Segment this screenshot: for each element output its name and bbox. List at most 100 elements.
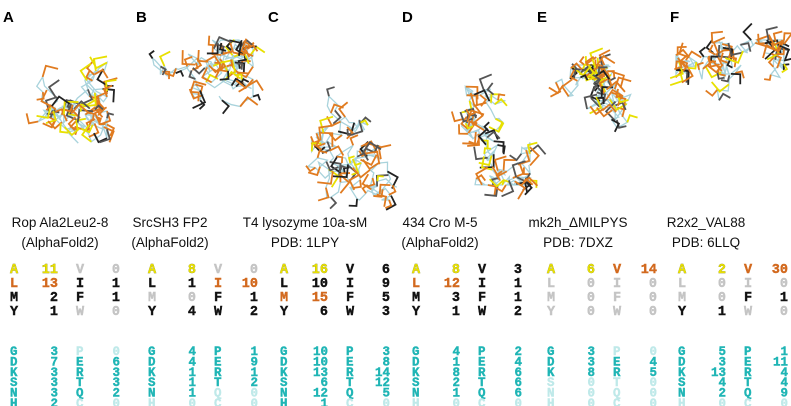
side-chain: [317, 187, 330, 202]
residue-count: 0: [780, 305, 788, 320]
side-chain: [597, 96, 605, 105]
residue-letter: L: [10, 277, 18, 292]
residue-letter: W: [744, 305, 753, 320]
side-chain: [726, 59, 733, 69]
residue-letter: S: [10, 376, 18, 390]
side-chain: [330, 103, 344, 114]
residue-count: 4: [780, 376, 788, 390]
side-chain: [596, 106, 613, 118]
side-chain: [727, 55, 738, 68]
residue-count: 0: [112, 397, 120, 406]
side-chain: [478, 73, 493, 91]
residue-count: 1: [718, 305, 726, 320]
residue-letter: A: [547, 263, 556, 278]
side-chain: [236, 71, 249, 83]
residue-count: 8: [188, 263, 196, 278]
residue-letter: S: [678, 376, 686, 390]
side-chain: [164, 68, 177, 78]
residue-count: 6: [382, 263, 390, 278]
residue-letter: H: [547, 397, 555, 406]
side-chain: [514, 180, 526, 200]
residue-count: 3: [50, 366, 58, 380]
side-chain: [376, 193, 388, 207]
side-chain: [40, 89, 53, 108]
side-chain: [605, 88, 624, 100]
residue-count: 13: [42, 277, 58, 292]
residue-letter: N: [148, 387, 156, 401]
residue-count: 6: [320, 376, 328, 390]
residue-count: 9: [780, 387, 788, 401]
residue-count: 1: [50, 305, 58, 320]
side-chain: [467, 122, 485, 134]
side-chain: [47, 79, 60, 98]
panel-title: PDB: 7DXZ: [543, 235, 613, 250]
residue-count: 3: [50, 376, 58, 390]
side-chain: [367, 177, 376, 188]
residue-count: 1: [452, 305, 460, 320]
residue-letter: P: [613, 345, 621, 359]
residue-letter: M: [280, 291, 288, 306]
residue-letter: P: [744, 345, 752, 359]
residue-count: 1: [780, 345, 788, 359]
side-chain: [220, 59, 237, 74]
side-chain: [80, 124, 94, 134]
side-chain: [497, 93, 506, 101]
residue-count: 5: [649, 366, 657, 380]
residue-letter: P: [76, 345, 84, 359]
residue-letter: C: [346, 397, 354, 406]
residue-letter: L: [148, 277, 156, 292]
side-chain: [376, 175, 384, 182]
side-chain: [106, 123, 116, 137]
side-chain: [349, 134, 359, 146]
side-chain: [189, 80, 207, 93]
side-chain: [348, 173, 361, 191]
side-chain: [213, 35, 233, 49]
side-chain: [235, 78, 254, 90]
side-chain: [720, 75, 731, 83]
residue-count: 30: [772, 263, 788, 278]
side-chain: [705, 39, 714, 54]
residue-letter: W: [214, 305, 223, 320]
side-chain: [222, 40, 234, 56]
residue-count: 0: [587, 291, 595, 306]
residue-count: 6: [514, 376, 522, 390]
side-chain: [94, 104, 104, 111]
residue-count: 0: [112, 305, 120, 320]
residue-count: 8: [382, 355, 390, 369]
residue-count: 9: [382, 277, 390, 292]
residue-count: 0: [112, 345, 120, 359]
residue-letter: M: [412, 291, 420, 306]
side-chain: [356, 152, 369, 161]
residue-letter: L: [412, 277, 420, 292]
side-chain: [767, 56, 775, 68]
side-chain: [188, 70, 196, 80]
residue-letter: C: [744, 397, 752, 406]
side-chain: [707, 63, 724, 74]
protein-structure: [25, 55, 118, 144]
side-chain: [97, 102, 106, 116]
side-chain: [464, 122, 474, 130]
side-chain: [346, 128, 354, 136]
residue-letter: S: [412, 376, 420, 390]
panel-label: B: [136, 9, 147, 26]
side-chain: [181, 50, 196, 66]
side-chain: [240, 38, 255, 48]
residue-count: 0: [649, 397, 657, 406]
residue-count: 0: [718, 291, 726, 306]
side-chain: [88, 95, 100, 110]
panel-label: A: [3, 9, 14, 26]
residue-count: 12: [313, 387, 328, 401]
side-chain: [765, 26, 778, 41]
side-chain: [501, 179, 510, 186]
side-chain: [550, 82, 562, 98]
residue-count: 2: [452, 376, 460, 390]
side-chain: [675, 48, 690, 58]
residue-count: 10: [242, 277, 258, 292]
side-chain: [730, 72, 742, 85]
residue-count: 3: [587, 355, 595, 369]
residue-count: 0: [188, 397, 196, 406]
side-chain: [95, 116, 102, 124]
protein-structure: [669, 22, 791, 101]
residue-letter: E: [613, 355, 621, 369]
residue-letter: D: [547, 355, 555, 369]
